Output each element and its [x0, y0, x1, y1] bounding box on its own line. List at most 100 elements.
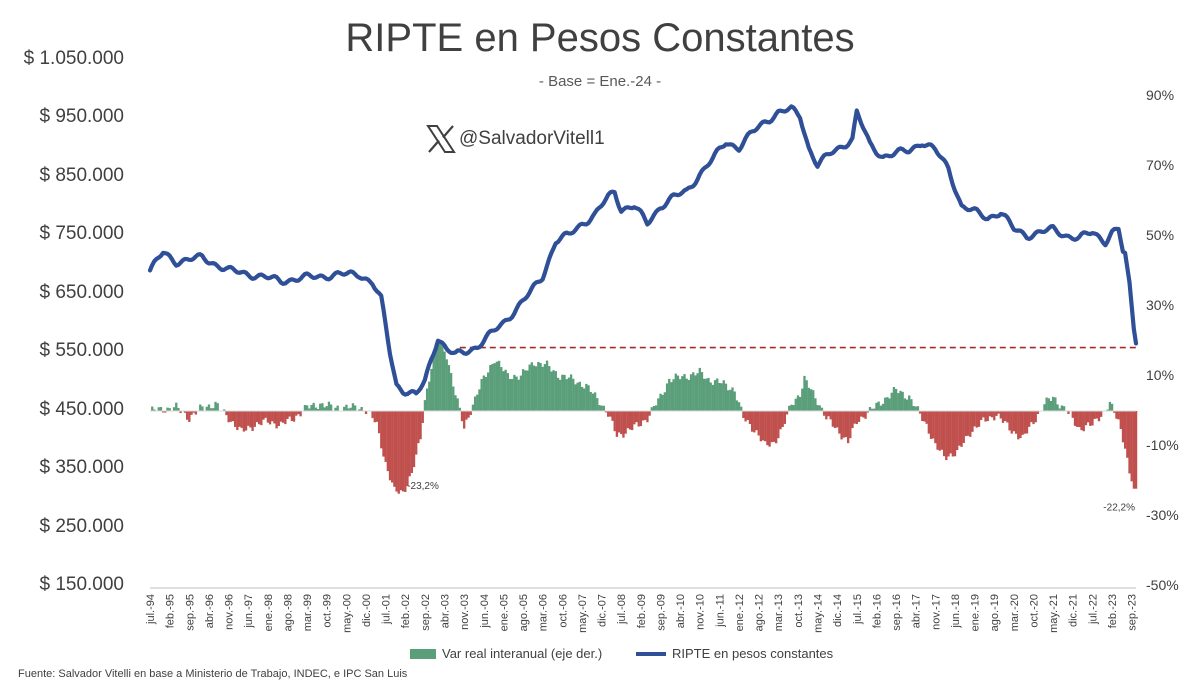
bar — [380, 411, 383, 449]
right-axis-tick: 70% — [1146, 157, 1175, 173]
bar — [576, 382, 579, 411]
bar — [358, 409, 361, 411]
bar — [702, 378, 706, 411]
bar — [864, 411, 867, 419]
bar — [1115, 411, 1118, 419]
ripte-line — [147, 104, 1139, 397]
bar — [266, 411, 270, 423]
bar — [310, 405, 313, 411]
bar — [641, 411, 645, 421]
x-tick-label: ene.-19 — [970, 594, 982, 631]
x-tick-label: ene.-98 — [263, 594, 275, 631]
bar — [709, 382, 712, 411]
bar — [349, 407, 352, 411]
x-tick-label: jul.-15 — [852, 594, 864, 625]
bar — [345, 404, 348, 411]
bar — [421, 411, 424, 423]
bar — [1100, 411, 1103, 417]
bar — [1036, 411, 1040, 414]
bar — [661, 394, 664, 411]
bar — [290, 411, 294, 421]
left-axis-tick: $ 1.050.000 — [23, 48, 124, 69]
bar — [524, 370, 527, 411]
bar — [600, 405, 603, 411]
bar — [631, 411, 634, 431]
bar — [947, 411, 950, 457]
bar — [951, 411, 954, 457]
bar — [162, 411, 165, 413]
bar — [244, 411, 248, 431]
bar — [687, 379, 691, 411]
x-tick-label: feb.-09 — [636, 594, 648, 628]
bar — [803, 375, 806, 411]
bar — [225, 411, 228, 416]
bar — [840, 411, 843, 440]
bar — [410, 411, 414, 474]
bar — [1032, 411, 1035, 425]
bar — [722, 380, 725, 411]
bar — [764, 411, 767, 442]
bar — [216, 403, 219, 411]
bar — [572, 378, 575, 411]
bar — [212, 408, 215, 411]
bar — [467, 411, 470, 418]
legend-swatch-bars — [410, 648, 436, 659]
bar — [1091, 411, 1094, 426]
bar — [851, 411, 854, 429]
bar — [497, 360, 501, 411]
bar — [1086, 411, 1090, 423]
x-tick-label: feb.-95 — [165, 594, 177, 628]
bar — [487, 372, 490, 411]
bar — [633, 411, 636, 425]
bar — [890, 392, 893, 411]
bar — [665, 383, 669, 411]
bar — [960, 411, 963, 447]
bar — [360, 406, 363, 411]
bar — [792, 405, 795, 411]
bar — [884, 397, 887, 411]
bar — [1006, 411, 1009, 423]
x-tick-label: feb.-16 — [871, 594, 883, 628]
bar — [460, 411, 464, 422]
bar — [417, 411, 420, 444]
bar — [997, 411, 1000, 414]
bar — [772, 411, 776, 442]
bar — [820, 407, 824, 411]
bar — [692, 372, 695, 411]
bar — [652, 406, 656, 411]
bar — [726, 390, 730, 411]
watermark: @SalvadorVitell1 — [425, 122, 605, 156]
bar — [674, 373, 677, 411]
bar — [1017, 411, 1020, 440]
bar — [925, 411, 928, 424]
bar — [382, 411, 385, 457]
bar — [716, 378, 719, 411]
x-tick-label: feb.-02 — [400, 594, 412, 628]
bar — [471, 404, 475, 411]
bar — [323, 407, 326, 411]
bar — [999, 411, 1002, 419]
bar — [798, 396, 802, 411]
bar — [879, 405, 883, 411]
bar — [958, 411, 961, 446]
bar — [877, 401, 880, 411]
bar — [229, 411, 232, 422]
bar — [916, 406, 920, 411]
legend-item-line: RIPTE en pesos constantes — [636, 646, 833, 661]
bar — [676, 375, 680, 411]
bar — [940, 411, 944, 450]
bar — [1078, 411, 1081, 428]
x-logo-icon — [426, 125, 456, 153]
bar — [862, 411, 865, 418]
bar — [513, 374, 516, 411]
bar — [868, 407, 872, 411]
bar — [857, 411, 861, 422]
bar — [1047, 398, 1050, 411]
bar — [744, 411, 747, 422]
x-tick-label: nov.-17 — [930, 594, 942, 630]
bar — [1030, 411, 1033, 423]
bar — [286, 411, 289, 420]
bar — [561, 374, 564, 411]
bar — [678, 379, 682, 411]
bar — [812, 390, 815, 411]
